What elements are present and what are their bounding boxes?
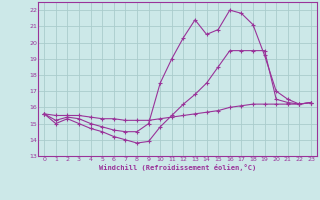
X-axis label: Windchill (Refroidissement éolien,°C): Windchill (Refroidissement éolien,°C) (99, 164, 256, 171)
